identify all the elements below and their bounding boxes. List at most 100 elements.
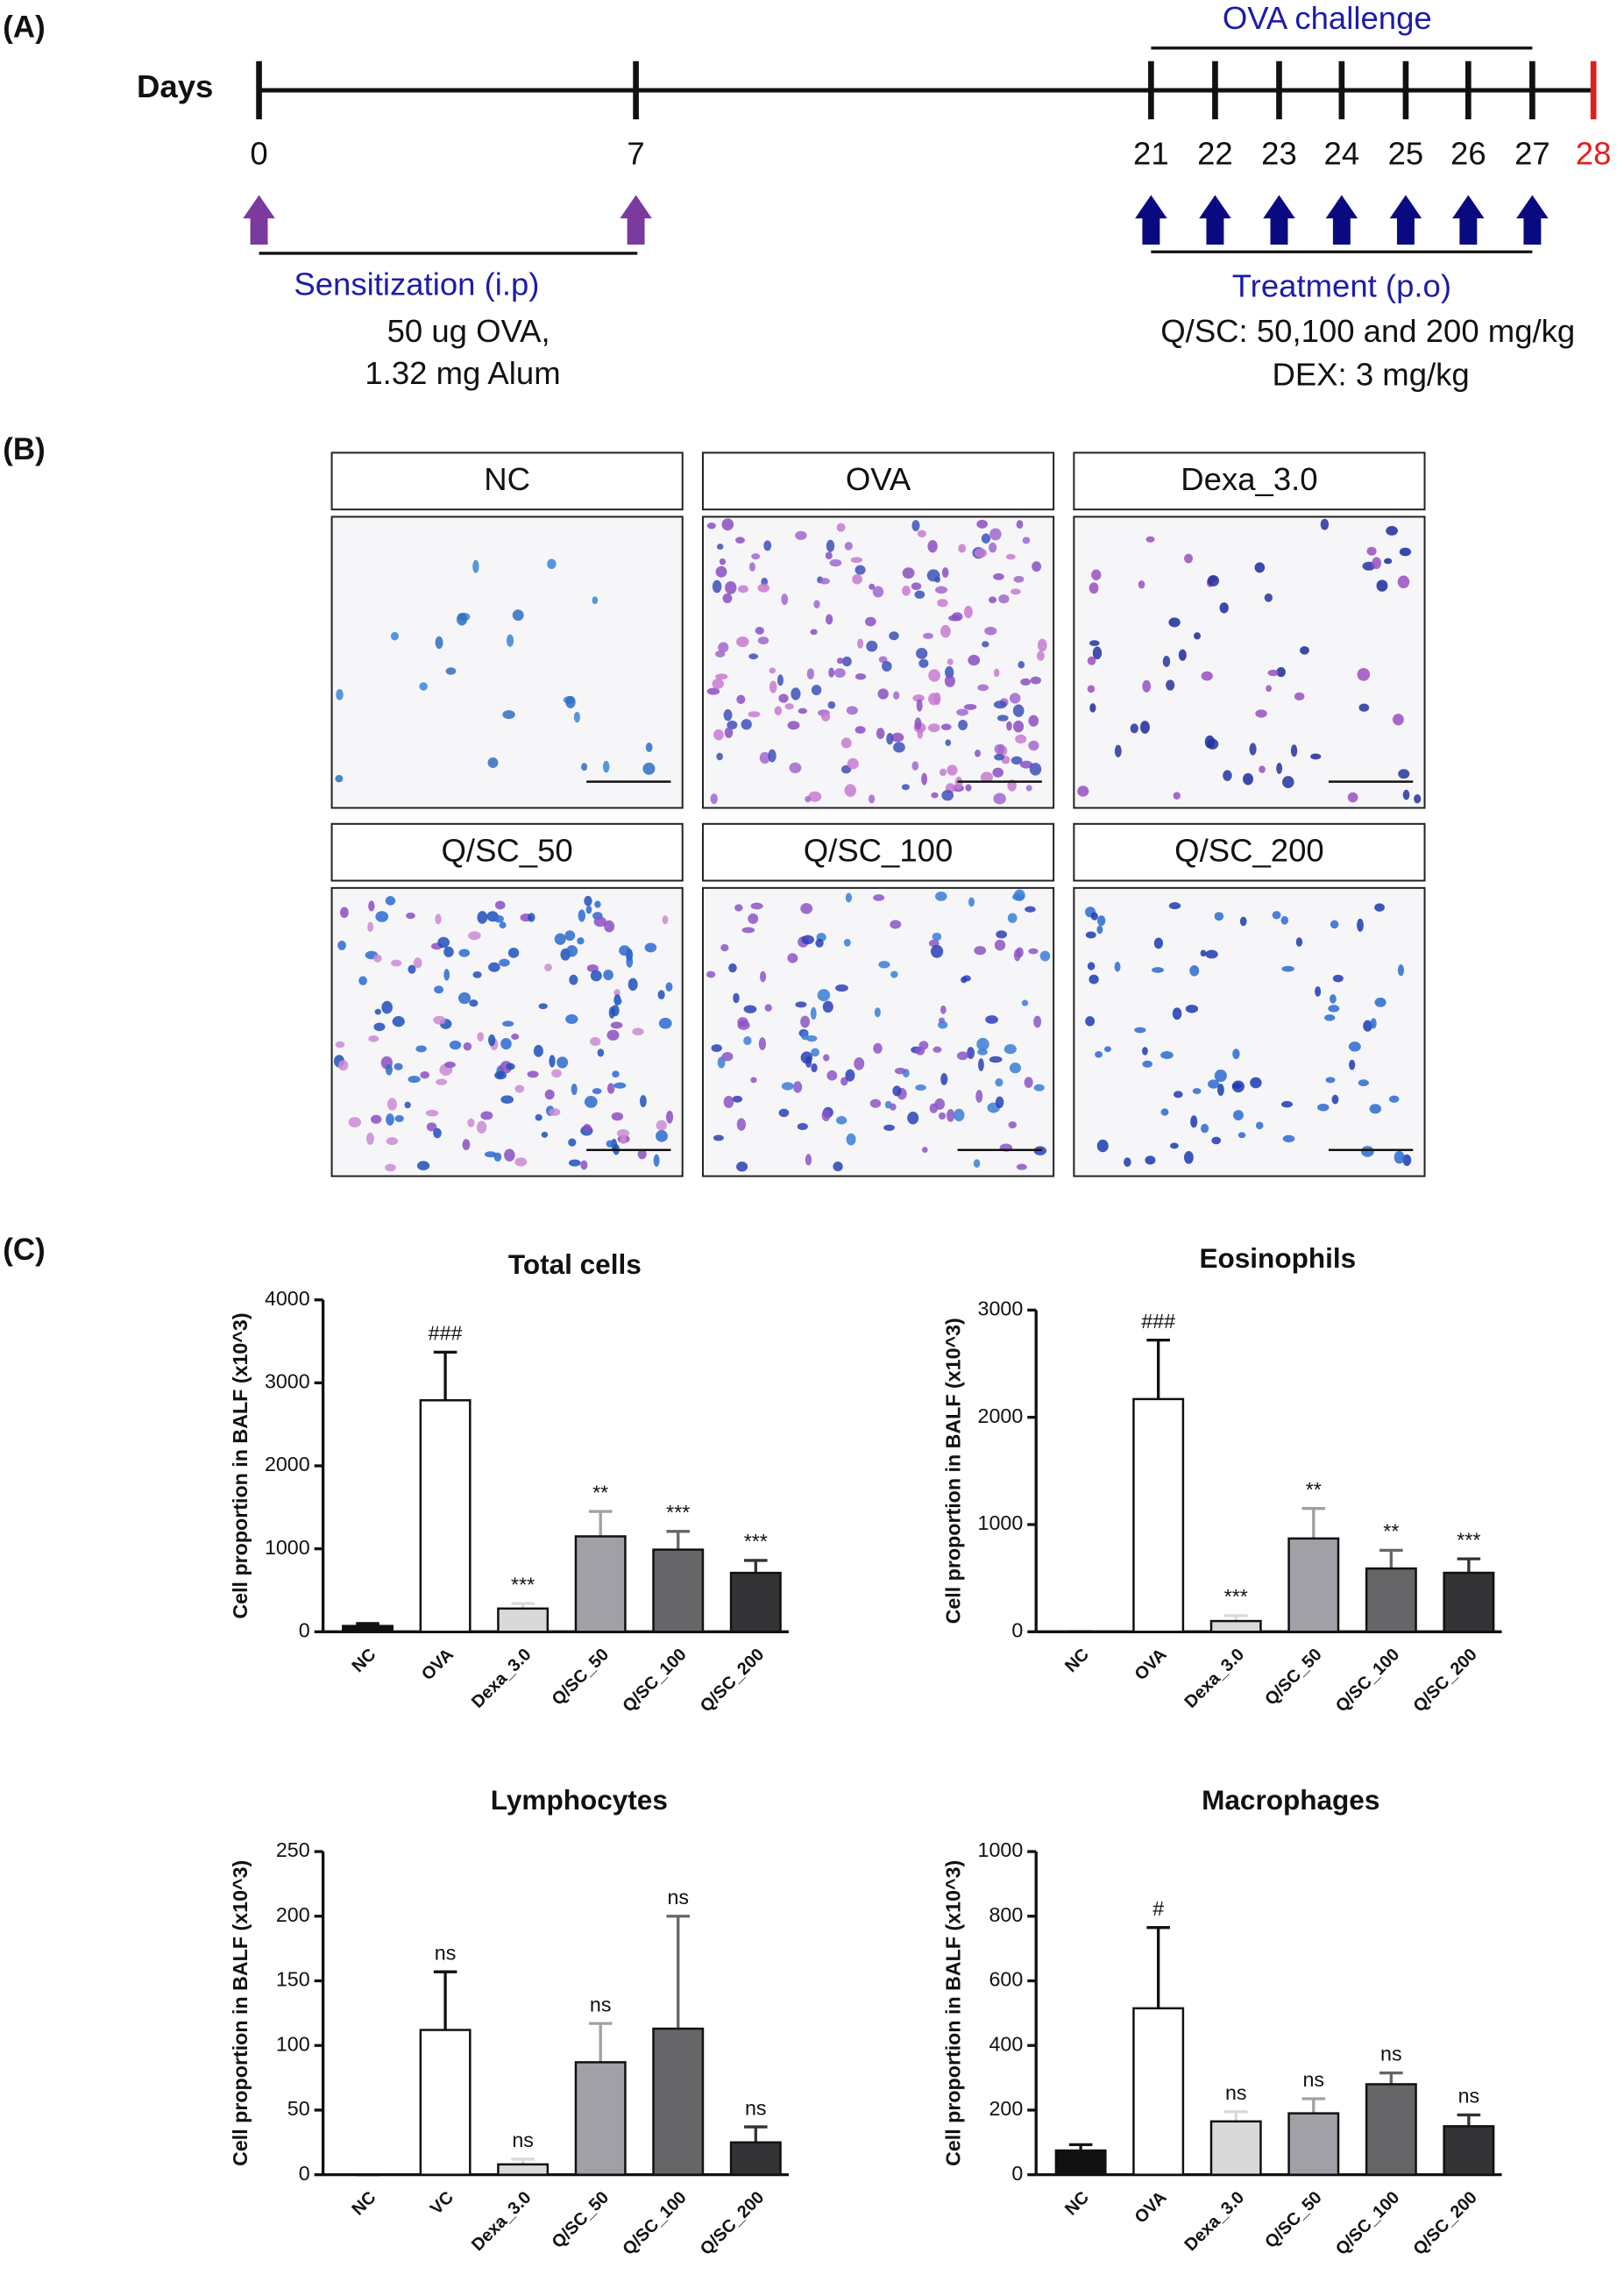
cell [1357, 667, 1371, 681]
cell [549, 1108, 561, 1116]
cell [822, 1000, 833, 1013]
y-tick-label: 4000 [265, 1287, 310, 1310]
arrow [1199, 195, 1231, 245]
cell [1145, 536, 1155, 543]
cell [406, 912, 415, 920]
cell [973, 1159, 981, 1168]
significance: ns [1458, 2085, 1480, 2108]
cell [573, 711, 580, 723]
cell [425, 1109, 439, 1117]
cell [968, 654, 981, 666]
bar [1209, 2120, 1262, 2176]
cell [846, 1133, 856, 1146]
cell [1145, 1155, 1156, 1165]
cell [989, 1056, 1003, 1063]
cell [948, 615, 961, 622]
cell [1192, 1088, 1202, 1094]
cell [933, 692, 941, 706]
cell [933, 1046, 942, 1053]
cell [458, 949, 471, 957]
cell [878, 961, 890, 969]
cell [606, 1029, 620, 1041]
cell [1008, 1121, 1017, 1129]
cell [1399, 547, 1412, 557]
y-tick-label: 3000 [265, 1370, 310, 1393]
cell [884, 1100, 892, 1109]
cell [472, 559, 479, 573]
cell [1295, 937, 1303, 947]
cell [616, 1129, 630, 1138]
y-tick-label: 50 [287, 2097, 310, 2120]
cell [488, 962, 500, 972]
x-tick-label: NC [1061, 2188, 1093, 2220]
cell [1402, 1154, 1412, 1166]
cell [1006, 721, 1012, 731]
cell [658, 1017, 672, 1029]
dose-text: 50 ug OVA, [387, 313, 550, 349]
cell [732, 1095, 743, 1103]
x-tick-label: OVA [418, 1645, 457, 1684]
cell [420, 1071, 430, 1079]
panel-header [701, 822, 1055, 882]
cell [911, 582, 922, 591]
panel-title: Q/SC_100 [804, 833, 954, 869]
cell [741, 719, 752, 730]
significance: # [1152, 1897, 1164, 1920]
cell [736, 1162, 748, 1172]
cell [404, 1101, 411, 1109]
cell [385, 1163, 396, 1172]
cell [934, 892, 947, 901]
cell [480, 1111, 493, 1120]
significance: *** [1224, 1585, 1248, 1608]
cell [947, 658, 954, 665]
cell [805, 1154, 812, 1166]
cell [502, 710, 515, 720]
x-tick-label: Dexa_3.0 [1181, 1645, 1249, 1712]
cell [958, 544, 967, 553]
cell [873, 894, 885, 901]
dose-text: 1.32 mg Alum [365, 355, 560, 391]
cell [665, 982, 673, 992]
cell [500, 1038, 512, 1050]
cell [890, 732, 904, 743]
cell [487, 1034, 496, 1047]
cell [787, 953, 798, 963]
cell [476, 1120, 487, 1134]
cell [394, 1063, 403, 1070]
cell [568, 1159, 581, 1167]
cell [1254, 562, 1266, 573]
cell [835, 984, 848, 992]
cell [619, 945, 631, 956]
cell [748, 653, 759, 660]
cell [787, 721, 800, 730]
cell [565, 1014, 578, 1024]
y-tick-label: 400 [989, 2032, 1023, 2055]
cell [1201, 671, 1213, 681]
y-tick-label: 100 [276, 2032, 310, 2055]
cell [1114, 744, 1122, 757]
cell [592, 596, 599, 604]
cell [840, 737, 852, 749]
cell [1398, 769, 1410, 779]
cell [810, 629, 818, 636]
cell [795, 530, 807, 540]
cell [821, 712, 831, 722]
cell [415, 1045, 427, 1053]
cell [764, 1004, 772, 1012]
cell [551, 1069, 562, 1078]
cell [1011, 756, 1023, 765]
cell [1019, 760, 1033, 769]
cell [1207, 574, 1220, 586]
chart-title: Macrophages [1202, 1784, 1379, 1816]
cell [1077, 786, 1089, 797]
bar [1132, 2007, 1185, 2176]
cell [855, 726, 866, 734]
cell [974, 946, 987, 956]
cell [1205, 949, 1218, 959]
cell [721, 518, 734, 531]
cell [902, 586, 911, 596]
day-label: 25 [1388, 135, 1424, 171]
day-label: 28 [1576, 135, 1612, 171]
cell [564, 930, 576, 942]
